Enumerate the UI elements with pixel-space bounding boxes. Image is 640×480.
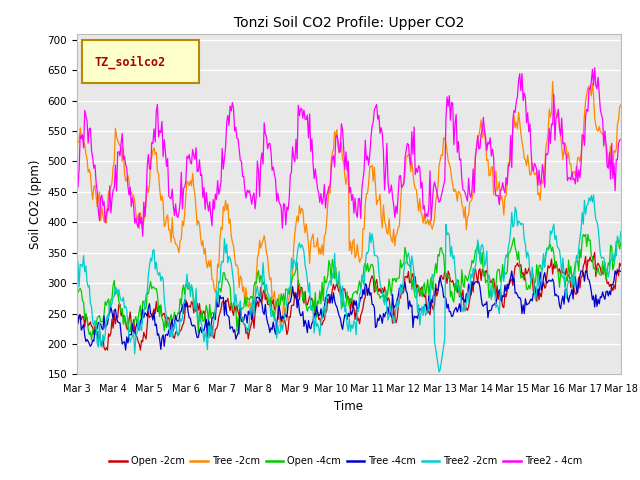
Tree -2cm <box>474 136 481 142</box>
Tree -4cm <box>508 268 516 274</box>
Open -2cm <box>568 281 576 287</box>
Open -4cm <box>88 337 95 343</box>
Line: Tree2 - 4cm: Tree2 - 4cm <box>77 68 621 236</box>
Tree -2cm <box>404 152 412 157</box>
Tree2 - 4cm <box>303 112 311 118</box>
Tree2 - 4cm <box>474 133 481 139</box>
Tree2 - 4cm <box>568 169 576 175</box>
Tree -4cm <box>569 296 577 302</box>
Line: Open -2cm: Open -2cm <box>77 252 621 350</box>
Tree2 -2cm <box>302 268 310 274</box>
Open -2cm <box>591 250 598 255</box>
Y-axis label: Soil CO2 (ppm): Soil CO2 (ppm) <box>29 159 42 249</box>
Tree -4cm <box>378 321 386 326</box>
Open -4cm <box>378 294 386 300</box>
Tree -2cm <box>242 285 250 291</box>
Title: Tonzi Soil CO2 Profile: Upper CO2: Tonzi Soil CO2 Profile: Upper CO2 <box>234 16 464 30</box>
Tree -2cm <box>569 169 577 175</box>
Tree2 - 4cm <box>139 233 147 239</box>
Open -2cm <box>303 302 311 308</box>
Tree -4cm <box>617 269 625 275</box>
Tree2 - 4cm <box>404 142 412 147</box>
Open -4cm <box>243 295 251 300</box>
Tree -4cm <box>303 330 311 336</box>
Tree2 -2cm <box>403 254 411 260</box>
Text: TZ_soilco2: TZ_soilco2 <box>95 55 166 69</box>
Tree -2cm <box>378 225 386 231</box>
Tree -4cm <box>243 320 251 326</box>
Tree -4cm <box>474 279 481 285</box>
Open -4cm <box>568 276 576 282</box>
Open -4cm <box>404 262 412 268</box>
Tree2 -2cm <box>378 285 385 290</box>
Tree -4cm <box>404 306 412 312</box>
Open -4cm <box>474 241 481 247</box>
Open -2cm <box>378 286 386 291</box>
Tree2 -2cm <box>617 229 625 235</box>
Tree -2cm <box>303 230 311 236</box>
Line: Tree -4cm: Tree -4cm <box>77 271 621 350</box>
Legend: Open -2cm, Tree -2cm, Open -4cm, Tree -4cm, Tree2 -2cm, Tree2 - 4cm: Open -2cm, Tree -2cm, Open -4cm, Tree -4… <box>106 453 586 470</box>
Tree2 -2cm <box>568 283 576 289</box>
X-axis label: Time: Time <box>334 400 364 413</box>
Open -2cm <box>474 280 481 286</box>
Open -4cm <box>617 240 625 245</box>
Tree2 -2cm <box>435 369 443 375</box>
Tree -2cm <box>549 79 557 84</box>
Tree2 - 4cm <box>73 167 81 172</box>
Open -4cm <box>579 231 587 237</box>
Tree2 - 4cm <box>617 137 625 143</box>
Open -2cm <box>73 313 81 319</box>
Tree2 -2cm <box>589 192 597 198</box>
Tree2 -2cm <box>474 237 481 243</box>
Tree2 - 4cm <box>243 187 251 193</box>
Tree2 -2cm <box>73 265 81 271</box>
Open -2cm <box>404 268 412 274</box>
Open -4cm <box>303 308 311 314</box>
Open -4cm <box>73 291 81 297</box>
Line: Tree -2cm: Tree -2cm <box>77 82 621 326</box>
Open -2cm <box>617 263 625 268</box>
Tree2 -2cm <box>242 324 250 329</box>
Line: Open -4cm: Open -4cm <box>77 234 621 340</box>
FancyBboxPatch shape <box>82 40 199 83</box>
Line: Tree2 -2cm: Tree2 -2cm <box>77 195 621 372</box>
Tree -2cm <box>73 148 81 154</box>
Open -2cm <box>101 347 109 353</box>
Open -2cm <box>243 325 251 331</box>
Tree -2cm <box>617 102 625 108</box>
Tree -4cm <box>122 347 129 353</box>
Tree2 - 4cm <box>591 65 598 71</box>
Tree2 - 4cm <box>378 131 386 136</box>
Tree -2cm <box>276 323 284 329</box>
Tree -4cm <box>73 324 81 330</box>
